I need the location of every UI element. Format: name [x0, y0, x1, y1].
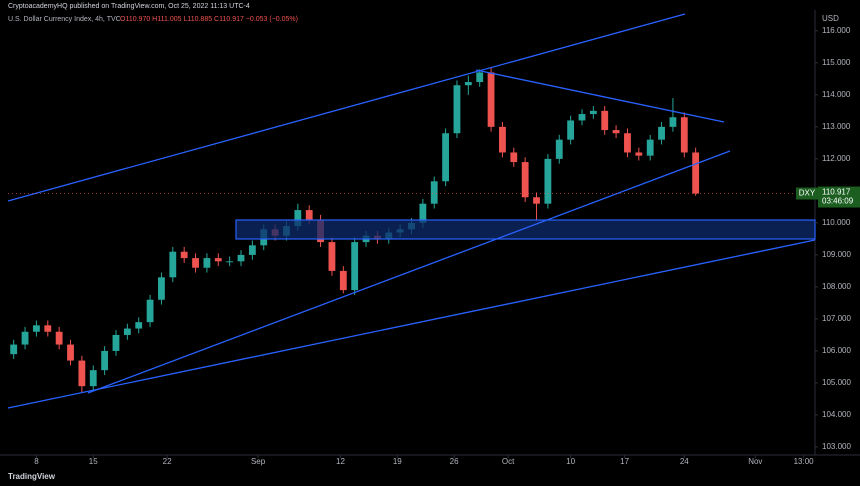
y-tick-label: 112.000: [822, 154, 851, 163]
candle-body: [476, 72, 484, 83]
candle-body: [328, 242, 336, 271]
candle-body: [101, 350, 109, 371]
x-tick-label: 19: [393, 457, 402, 466]
candle-body: [237, 254, 245, 262]
candle-body: [692, 152, 700, 194]
candle-body: [453, 85, 461, 134]
y-tick-label: 110.000: [822, 218, 851, 227]
candle-body: [589, 110, 597, 115]
candle-body: [351, 242, 359, 291]
candle-body: [419, 203, 427, 223]
price-box: [818, 186, 860, 208]
candle-body: [430, 181, 438, 204]
candle-body: [521, 162, 529, 198]
candle-body: [158, 277, 165, 300]
candle-body: [601, 110, 609, 131]
trendline: [7, 239, 816, 409]
candle-body: [544, 158, 552, 204]
last-price-label: 110.917: [822, 188, 851, 197]
candle-body: [203, 258, 211, 268]
symbol-label: DXY: [799, 189, 816, 198]
y-tick-label: 107.000: [822, 314, 851, 323]
candle-body: [339, 270, 347, 291]
x-tick-label: Oct: [502, 457, 515, 466]
y-tick-label: 116.000: [822, 26, 851, 35]
candle-body: [510, 152, 518, 163]
symbol-title: U.S. Dollar Currency Index, 4h, TVC: [8, 16, 121, 23]
trendline: [475, 69, 725, 123]
candle-body: [89, 370, 97, 387]
candle-body: [624, 133, 631, 153]
drawings: [7, 13, 816, 409]
candle-body: [10, 344, 18, 355]
x-tick-label: 22: [163, 457, 172, 466]
candle-body: [612, 130, 620, 134]
candle-body: [192, 258, 199, 268]
y-tick-label: 104.000: [822, 410, 851, 419]
candle-body: [669, 117, 677, 127]
zone: [235, 219, 816, 240]
candle-body: [78, 360, 86, 387]
y-tick-label: 105.000: [822, 378, 851, 387]
candle-body: [658, 126, 665, 140]
candle-body: [499, 126, 506, 153]
candle-body: [555, 139, 563, 159]
symbol-box: [796, 187, 818, 200]
y-tick-label: 106.000: [822, 346, 851, 355]
candle-body: [646, 139, 654, 156]
candle-body: [180, 251, 188, 259]
x-tick-label: 26: [450, 457, 459, 466]
y-tick-label: 115.000: [822, 58, 851, 67]
currency: USD: [822, 14, 839, 23]
candle-body: [248, 245, 256, 255]
x-tick-label: 12: [336, 457, 345, 466]
candle-body: [533, 197, 540, 204]
candle-body: [442, 133, 450, 182]
candle-body: [112, 334, 120, 351]
candle-body: [578, 114, 586, 121]
candle-body: [146, 299, 154, 323]
candle-body: [567, 120, 575, 140]
x-tick-label: 8: [34, 457, 39, 466]
y-tick-label: 108.000: [822, 282, 851, 291]
y-tick-label: 103.000: [822, 442, 851, 451]
candle-body: [226, 261, 234, 263]
candle-body: [169, 251, 177, 278]
candle-body: [55, 331, 63, 345]
x-tick-label: Nov: [748, 457, 762, 466]
candle-body: [635, 152, 643, 156]
candle-body: [33, 325, 40, 332]
trendline: [87, 150, 731, 394]
watermark: TradingView: [8, 472, 56, 481]
candle-body: [487, 72, 495, 127]
candle-body: [464, 82, 472, 86]
candle-body: [294, 210, 302, 227]
candle-body: [135, 322, 143, 329]
trendline: [7, 13, 686, 202]
candle-body: [21, 331, 29, 345]
ohlc-legend: O110.970 H111.005 L110.885 C110.917 −0.0…: [120, 16, 298, 23]
candles: [10, 67, 700, 393]
candle-body: [44, 325, 52, 332]
candle-body: [67, 344, 74, 361]
x-tick-label: 10: [566, 457, 575, 466]
x-tick-label: 15: [89, 457, 98, 466]
candle-body: [680, 117, 688, 153]
x-tick-label: 24: [680, 457, 689, 466]
y-tick-label: 109.000: [822, 250, 851, 259]
candle-body: [123, 328, 131, 335]
x-tick-label: 13:00: [794, 457, 815, 466]
x-tick-label: 17: [620, 457, 629, 466]
countdown: 03:46:09: [822, 197, 854, 206]
publisher: CryptoacademyHQ published on TradingView…: [8, 3, 250, 10]
y-tick-label: 114.000: [822, 90, 851, 99]
y-tick-label: 113.000: [822, 122, 851, 131]
candle-body: [214, 258, 222, 262]
x-tick-label: Sep: [251, 457, 266, 466]
candle-body: [305, 210, 313, 220]
